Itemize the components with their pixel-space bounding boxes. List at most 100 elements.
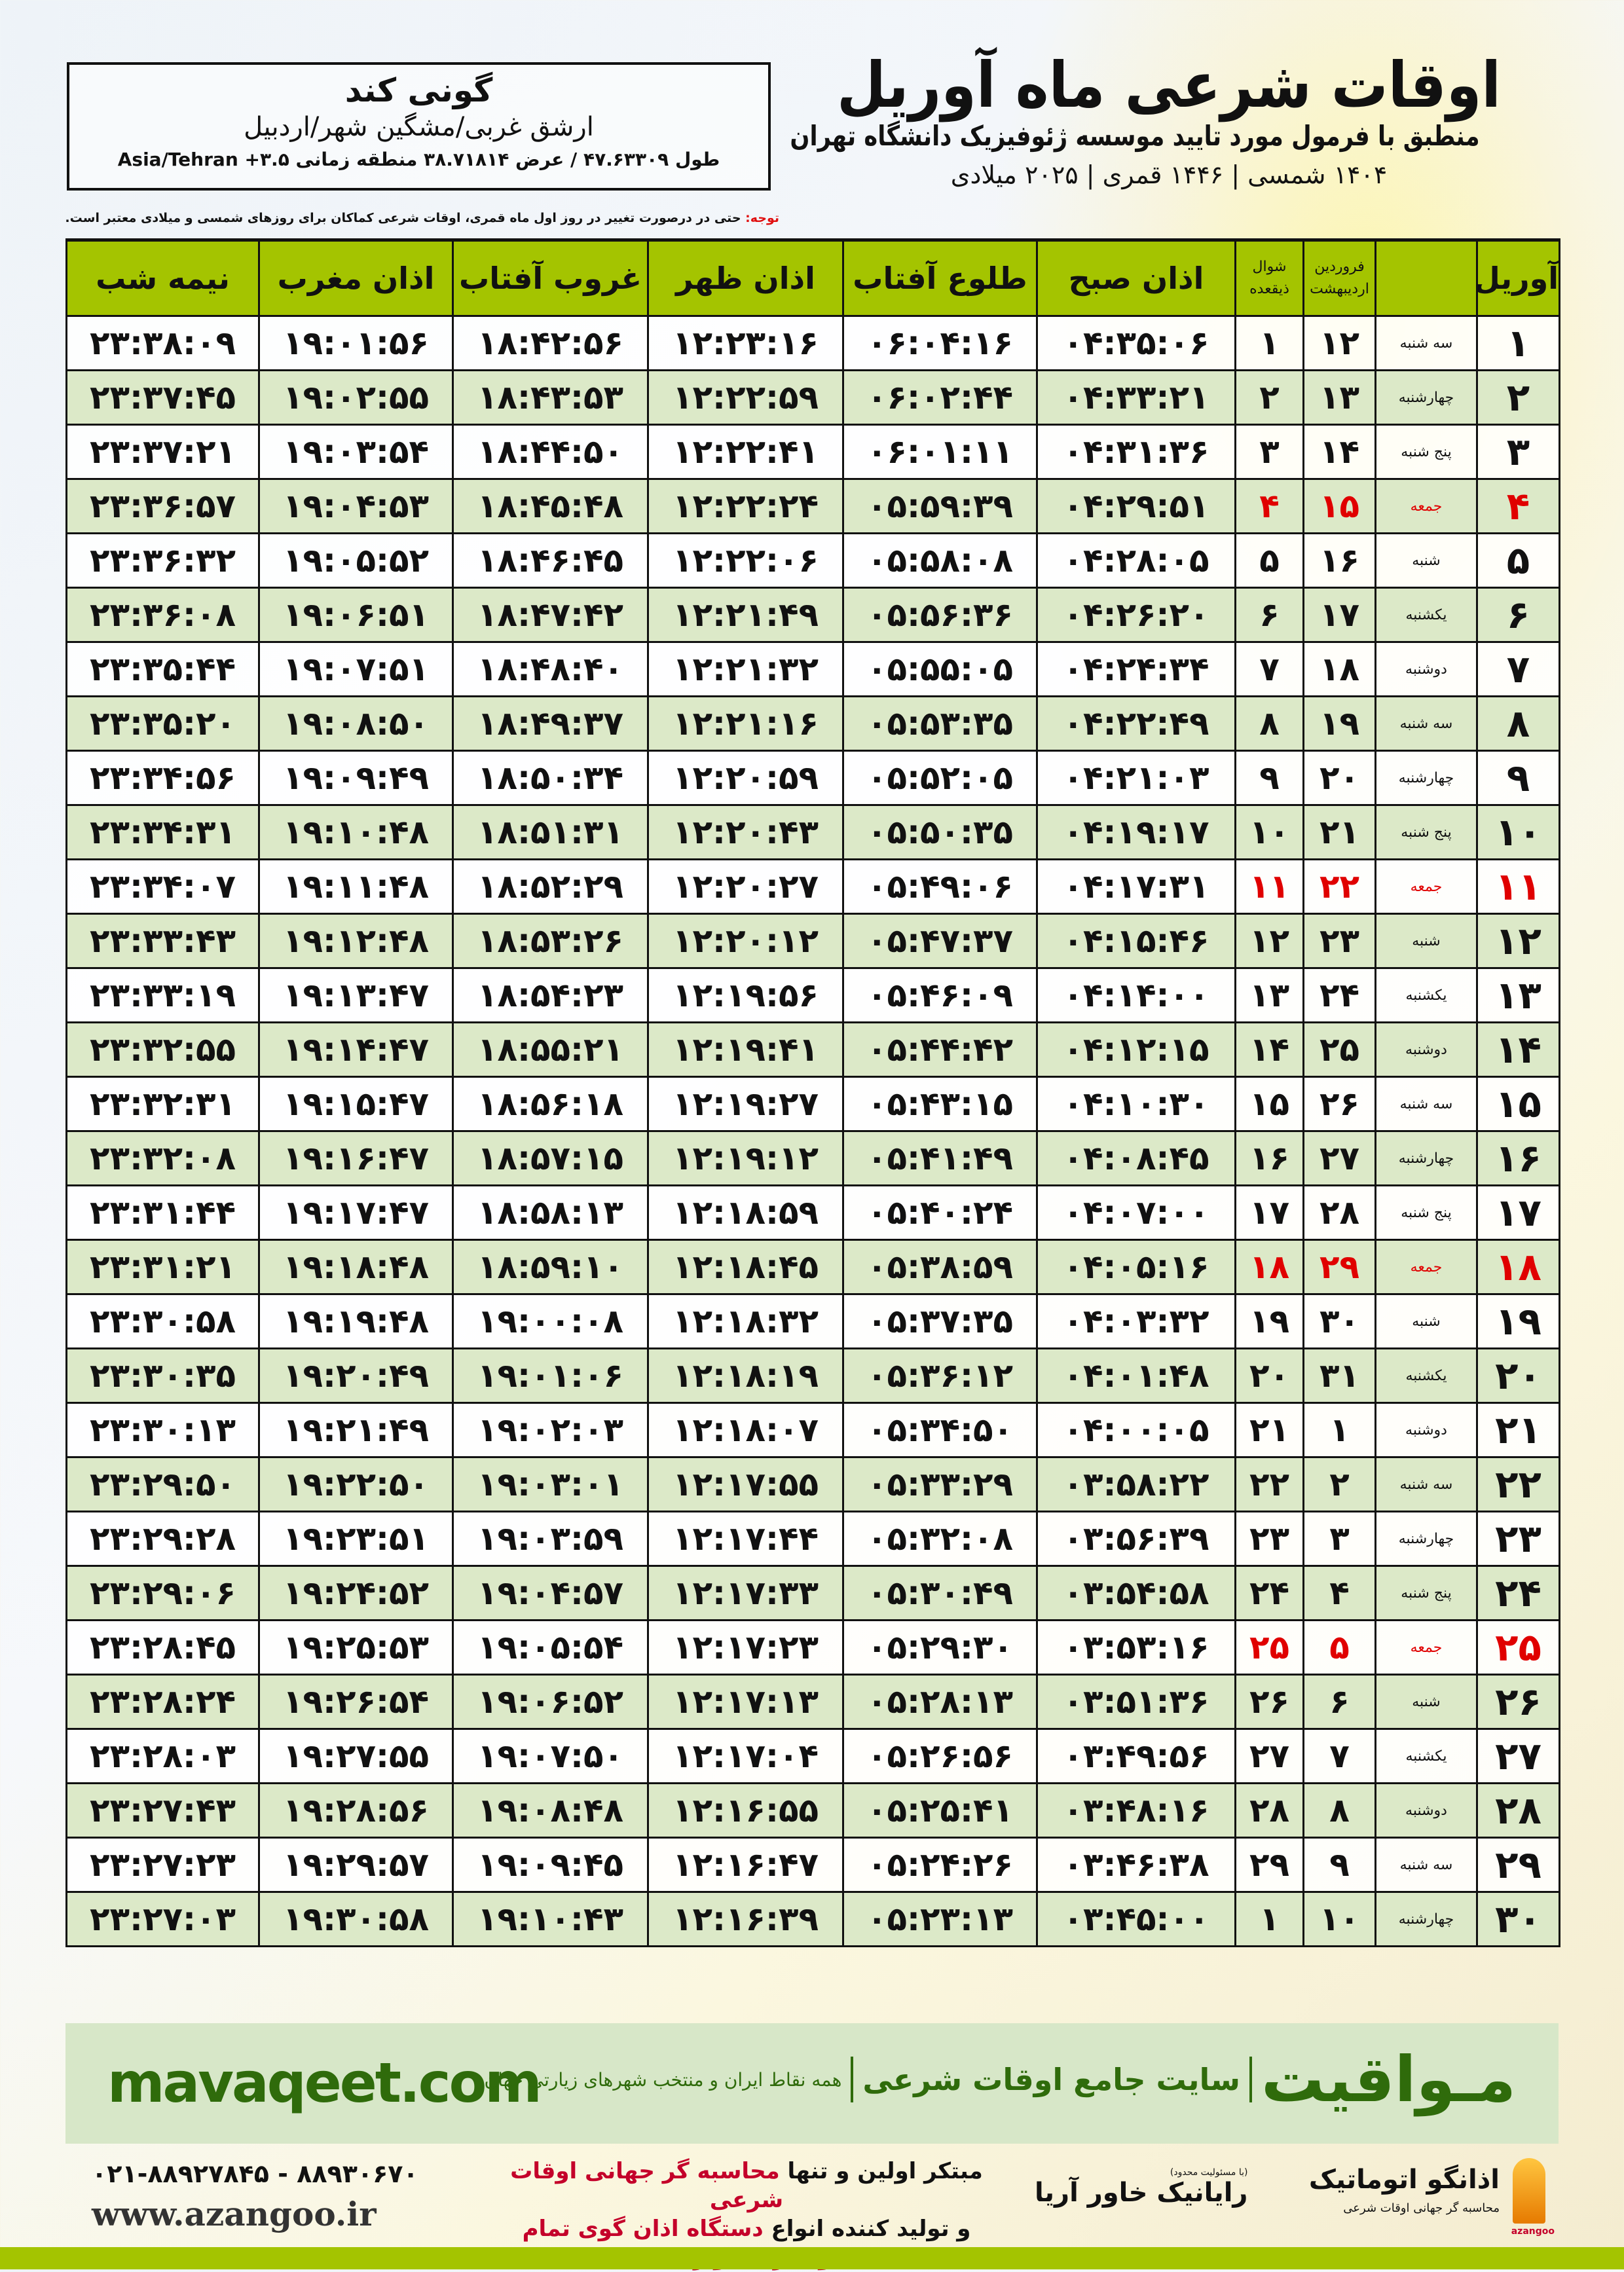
site-url[interactable]: mavaqeet.com <box>107 2051 542 2115</box>
cell-sunset: ۱۹:۰۷:۵۰ <box>452 1728 649 1784</box>
col-persian-1: فروردین <box>1314 259 1365 275</box>
company-name: اذانگو اتوماتیک <box>1308 2165 1500 2195</box>
cell-persian-day: ۸ <box>1302 1782 1376 1839</box>
table-row: ۲۲ سه شنبه ۲ ۲۲ ۰۳:۵۸:۲۲ ۰۵:۳۳:۲۹ ۱۲:۱۷:۵۵ ۱۹:۰… <box>65 1456 1560 1512</box>
cell-sunrise: ۰۵:۴۷:۳۷ <box>842 913 1038 969</box>
table-row: ۲۳ چهارشنبه ۳ ۲۳ ۰۳:۵۶:۳۹ ۰۵:۳۲:۰۸ ۱۲:۱۷:۴۴ ۱۹:… <box>65 1511 1560 1567</box>
cell-weekday: دوشنبه <box>1375 1021 1478 1078</box>
table-row: ۲۵ جمعه ۵ ۲۵ ۰۳:۵۳:۱۶ ۰۵:۲۹:۳۰ ۱۲:۱۷:۲۳ ۱۹:۰۵:۵… <box>65 1619 1560 1676</box>
col-persian: فروردین اردیبهشت <box>1302 238 1376 317</box>
cell-dhuhr: ۱۲:۱۹:۲۷ <box>647 1076 844 1132</box>
cell-dhuhr: ۱۲:۲۰:۵۹ <box>647 750 844 806</box>
cell-hijri-day: ۲۸ <box>1234 1782 1304 1839</box>
cell-dhuhr: ۱۲:۲۲:۲۴ <box>647 478 844 534</box>
cell-maghrib: ۱۹:۰۷:۵۱ <box>258 641 454 697</box>
cell-fajr: ۰۳:۴۹:۵۶ <box>1036 1728 1236 1784</box>
cell-weekday: چهارشنبه <box>1375 1130 1478 1186</box>
cell-day: ۲۱ <box>1476 1402 1560 1458</box>
cell-day: ۶ <box>1476 587 1560 643</box>
cell-day: ۳ <box>1476 424 1560 480</box>
cell-maghrib: ۱۹:۱۴:۴۷ <box>258 1021 454 1078</box>
website-url[interactable]: www.azangoo.ir <box>92 2195 377 2233</box>
cell-day: ۳۰ <box>1476 1891 1560 1947</box>
cell-weekday: سه شنبه <box>1375 695 1478 752</box>
table-row: ۲۷ یکشنبه ۷ ۲۷ ۰۳:۴۹:۵۶ ۰۵:۲۶:۵۶ ۱۲:۱۷:۰۴ ۱۹:۰۷… <box>65 1728 1560 1784</box>
cell-sunset: ۱۹:۱۰:۴۳ <box>452 1891 649 1947</box>
cell-dhuhr: ۱۲:۱۹:۵۶ <box>647 967 844 1023</box>
mavaqeet-banner: mavaqeet.com مـواقیت سایت جامع اوقات شرع… <box>65 2023 1559 2144</box>
divider <box>851 2057 854 2102</box>
cell-fajr: ۰۳:۴۸:۱۶ <box>1036 1782 1236 1839</box>
cell-sunset: ۱۸:۵۸:۱۳ <box>452 1184 649 1241</box>
cell-persian-day: ۲۰ <box>1302 750 1376 806</box>
cell-maghrib: ۱۹:۰۳:۵۴ <box>258 424 454 480</box>
cell-fajr: ۰۴:۱۷:۳۱ <box>1036 858 1236 915</box>
cell-weekday: سه شنبه <box>1375 1837 1478 1893</box>
cell-day: ۲۹ <box>1476 1837 1560 1893</box>
cell-day: ۲۴ <box>1476 1565 1560 1621</box>
cell-fajr: ۰۴:۲۸:۰۵ <box>1036 532 1236 589</box>
notice-label: توجه: <box>745 211 779 225</box>
notice-text: حتی در درصورت تغییر در روز اول ماه قمری،… <box>65 211 746 225</box>
cell-weekday: سه شنبه <box>1375 1076 1478 1132</box>
cell-midnight: ۲۳:۳۰:۵۸ <box>65 1293 260 1349</box>
cell-weekday: چهارشنبه <box>1375 369 1478 426</box>
cell-weekday: شنبه <box>1375 1674 1478 1730</box>
cell-weekday: دوشنبه <box>1375 1402 1478 1458</box>
cell-sunset: ۱۹:۰۴:۵۷ <box>452 1565 649 1621</box>
cell-fajr: ۰۴:۱۰:۳۰ <box>1036 1076 1236 1132</box>
cell-sunset: ۱۹:۰۸:۴۸ <box>452 1782 649 1839</box>
table-row: ۱ سه شنبه ۱۲ ۱ ۰۴:۳۵:۰۶ ۰۶:۰۴:۱۶ ۱۲:۲۳:۱۶ ۱۸:۴۲… <box>65 315 1560 371</box>
cell-dhuhr: ۱۲:۲۳:۱۶ <box>647 315 844 371</box>
cell-dhuhr: ۱۲:۱۶:۵۵ <box>647 1782 844 1839</box>
cell-dhuhr: ۱۲:۲۱:۴۹ <box>647 587 844 643</box>
cell-dhuhr: ۱۲:۱۸:۵۹ <box>647 1184 844 1241</box>
cell-sunrise: ۰۵:۲۶:۵۶ <box>842 1728 1038 1784</box>
year-line: ۱۴۰۴ شمسی | ۱۴۴۶ قمری | ۲۰۲۵ میلادی <box>950 160 1388 189</box>
cell-persian-day: ۱۰ <box>1302 1891 1376 1947</box>
cell-sunset: ۱۸:۴۳:۵۳ <box>452 369 649 426</box>
cell-dhuhr: ۱۲:۱۶:۳۹ <box>647 1891 844 1947</box>
cell-hijri-day: ۱۲ <box>1234 913 1304 969</box>
cell-midnight: ۲۳:۲۷:۲۳ <box>65 1837 260 1893</box>
cell-sunset: ۱۸:۵۲:۲۹ <box>452 858 649 915</box>
cell-sunset: ۱۸:۴۲:۵۶ <box>452 315 649 371</box>
col-midnight: نیمه شب <box>65 238 260 317</box>
cell-maghrib: ۱۹:۱۵:۴۷ <box>258 1076 454 1132</box>
cell-sunrise: ۰۵:۲۹:۳۰ <box>842 1619 1038 1676</box>
cell-sunset: ۱۸:۴۸:۴۰ <box>452 641 649 697</box>
cell-persian-day: ۲۲ <box>1302 858 1376 915</box>
table-row: ۲۴ پنج شنبه ۴ ۲۴ ۰۳:۵۴:۵۸ ۰۵:۳۰:۴۹ ۱۲:۱۷:۳۳ ۱۹:… <box>65 1565 1560 1621</box>
col-weekday <box>1375 238 1478 317</box>
page-title: اوقات شرعی ماه آوریل <box>836 48 1502 122</box>
table-row: ۹ چهارشنبه ۲۰ ۹ ۰۴:۲۱:۰۳ ۰۵:۵۲:۰۵ ۱۲:۲۰:۵۹ ۱۸:۵… <box>65 750 1560 806</box>
cell-persian-day: ۷ <box>1302 1728 1376 1784</box>
cell-persian-day: ۳۰ <box>1302 1293 1376 1349</box>
cell-day: ۱۱ <box>1476 858 1560 915</box>
cell-sunset: ۱۸:۴۴:۵۰ <box>452 424 649 480</box>
cell-sunset: ۱۹:۰۳:۵۹ <box>452 1511 649 1567</box>
cell-fajr: ۰۳:۵۸:۲۲ <box>1036 1456 1236 1512</box>
cell-midnight: ۲۳:۲۸:۰۳ <box>65 1728 260 1784</box>
cell-day: ۲۷ <box>1476 1728 1560 1784</box>
cell-sunrise: ۰۵:۴۳:۱۵ <box>842 1076 1038 1132</box>
table-header: آوریل فروردین اردیبهشت شوال ذیقعده اذان صب… <box>65 238 1560 317</box>
cell-dhuhr: ۱۲:۱۸:۴۵ <box>647 1239 844 1295</box>
cell-dhuhr: ۱۲:۲۱:۳۲ <box>647 641 844 697</box>
cell-hijri-day: ۲ <box>1234 369 1304 426</box>
cell-sunrise: ۰۵:۳۰:۴۹ <box>842 1565 1038 1621</box>
cell-midnight: ۲۳:۳۲:۳۱ <box>65 1076 260 1132</box>
cell-persian-day: ۱ <box>1302 1402 1376 1458</box>
cell-sunset: ۱۸:۵۱:۳۱ <box>452 804 649 860</box>
brand: مـواقیت سایت جامع اوقات شرعی همه نقاط ای… <box>485 2043 1517 2116</box>
cell-midnight: ۲۳:۲۷:۰۳ <box>65 1891 260 1947</box>
cell-fajr: ۰۴:۰۵:۱۶ <box>1036 1239 1236 1295</box>
cell-sunset: ۱۹:۰۵:۵۴ <box>452 1619 649 1676</box>
table-row: ۱۳ یکشنبه ۲۴ ۱۳ ۰۴:۱۴:۰۰ ۰۵:۴۶:۰۹ ۱۲:۱۹:۵۶ ۱۸:۵… <box>65 967 1560 1023</box>
cell-midnight: ۲۳:۳۷:۲۱ <box>65 424 260 480</box>
cell-persian-day: ۵ <box>1302 1619 1376 1676</box>
azangoo-logo: اذانگو اتوماتیک محاسبه گر جهانی اوقات شر… <box>1297 2158 1559 2237</box>
cell-day: ۲۵ <box>1476 1619 1560 1676</box>
cell-day: ۲۶ <box>1476 1674 1560 1730</box>
cell-persian-day: ۲۱ <box>1302 804 1376 860</box>
